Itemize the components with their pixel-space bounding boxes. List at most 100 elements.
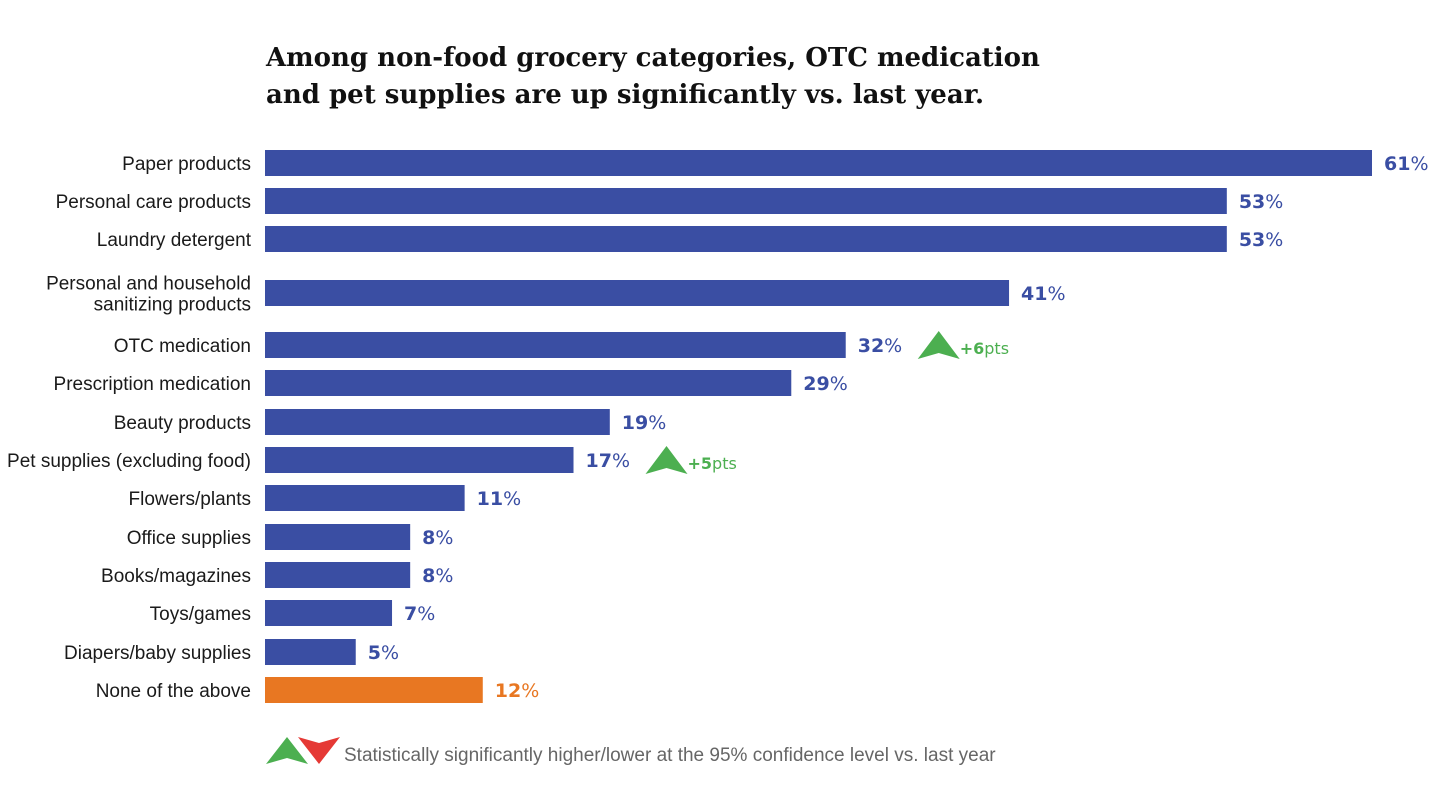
legend-up-icon [266,737,308,764]
value-label: 11% [477,488,522,510]
category-label-line: OTC medication [114,336,251,357]
bar [265,447,574,473]
category-label: Flowers/plants [129,489,252,510]
change-unit: pts [984,339,1009,358]
value-number: 29 [803,373,829,395]
value-label: 17% [586,450,631,472]
category-label-line: Beauty products [114,413,251,434]
value-unit: % [503,488,521,510]
category-label: Office supplies [127,528,251,549]
bar [265,150,1372,176]
value-number: 5 [368,642,381,664]
category-label-line: Personal care products [56,192,251,213]
change-label: +6pts [960,339,1009,358]
value-number: 17 [586,450,612,472]
category-label: Diapers/baby supplies [64,643,251,664]
value-label: 32% [858,335,903,357]
category-label: Pet supplies (excluding food) [7,451,251,472]
change-label: +5pts [688,454,737,473]
legend-text: Statistically significantly higher/lower… [344,745,996,766]
value-unit: % [612,450,630,472]
bar [265,639,356,665]
value-number: 41 [1021,283,1047,305]
category-label-line: Prescription medication [54,374,251,395]
value-unit: % [830,373,848,395]
bar [265,677,483,703]
category-label: Toys/games [150,604,251,625]
category-label-line: Books/magazines [101,566,251,587]
value-label: 5% [368,642,399,664]
category-label: Beauty products [114,413,251,434]
value-label: 19% [622,412,667,434]
category-label: Paper products [122,154,251,175]
category-label-line: Flowers/plants [129,489,252,510]
category-label: Personal care products [56,192,251,213]
legend-down-icon [298,737,340,764]
value-number: 8 [422,565,435,587]
value-unit: % [1410,153,1428,175]
category-label: Laundry detergent [97,230,252,251]
value-label: 7% [404,603,435,625]
value-label: 61% [1384,153,1429,175]
value-unit: % [884,335,902,357]
value-number: 53 [1239,229,1265,251]
value-label: 41% [1021,283,1066,305]
category-label-line: Laundry detergent [97,230,252,251]
value-label: 53% [1239,229,1284,251]
value-unit: % [1048,283,1066,305]
value-unit: % [1265,229,1283,251]
value-label: 8% [422,527,453,549]
value-label: 8% [422,565,453,587]
chart-title-line-1: Among non-food grocery categories, OTC m… [266,43,1040,73]
value-number: 12 [495,680,521,702]
value-number: 19 [622,412,648,434]
category-label-line: Paper products [122,154,251,175]
bar [265,524,411,550]
significance-up-icon [917,331,960,359]
bar [265,332,846,358]
change-value: +5 [688,454,713,473]
category-label: None of the above [96,681,251,702]
value-number: 8 [422,527,435,549]
significance-up-icon [645,446,688,474]
bar [265,409,610,435]
category-label: Personal and household sanitizing product… [46,274,251,316]
change-unit: pts [712,454,737,473]
category-label: OTC medication [114,336,251,357]
value-number: 7 [404,603,417,625]
category-label-line: Personal and household [46,274,251,295]
bar [265,370,792,396]
category-label: Prescription medication [54,374,251,395]
category-label-line: Toys/games [150,604,251,625]
bar [265,280,1010,306]
category-label-line: Diapers/baby supplies [64,643,251,664]
bar [265,600,393,626]
value-number: 61 [1384,153,1410,175]
value-unit: % [521,680,539,702]
chart-title: Among non-food grocery categories, OTC m… [266,40,1040,114]
value-unit: % [435,527,453,549]
value-number: 53 [1239,191,1265,213]
category-label-line: Pet supplies (excluding food) [7,451,251,472]
bar [265,188,1227,214]
bar [265,485,465,511]
change-value: +6 [960,339,985,358]
value-label: 29% [803,373,848,395]
value-label: 12% [495,680,540,702]
category-label-line: Office supplies [127,528,251,549]
value-number: 11 [477,488,503,510]
chart-title-line-2: and pet supplies are up significantly vs… [266,80,985,110]
value-label: 53% [1239,191,1284,213]
value-number: 32 [858,335,884,357]
category-label-line: None of the above [96,681,251,702]
value-unit: % [435,565,453,587]
category-label: Books/magazines [101,566,251,587]
category-label-line: sanitizing products [94,295,251,316]
value-unit: % [1265,191,1283,213]
bar [265,562,411,588]
bar [265,226,1227,252]
value-unit: % [648,412,666,434]
value-unit: % [381,642,399,664]
value-unit: % [417,603,435,625]
